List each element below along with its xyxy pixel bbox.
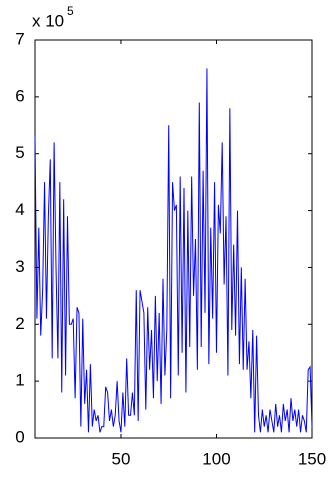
y-tick-label: 0	[15, 427, 24, 446]
y-tick-label: 5	[15, 143, 24, 162]
y-tick-label: 3	[15, 257, 24, 276]
y-tick-label: 4	[15, 200, 24, 219]
y-tick-label: 2	[15, 314, 24, 333]
y-tick-label: 7	[15, 29, 24, 48]
x-tick-label: 100	[202, 449, 230, 468]
x-tick-label: 150	[298, 449, 326, 468]
axes-frame	[34, 39, 313, 439]
x-tick-label: 50	[112, 449, 131, 468]
y-scale-label: x 10	[32, 11, 64, 30]
y-scale-exponent: 5	[67, 4, 74, 18]
data-line	[34, 68, 313, 433]
y-tick-label: 1	[15, 371, 24, 390]
y-tick-label: 6	[15, 86, 24, 105]
